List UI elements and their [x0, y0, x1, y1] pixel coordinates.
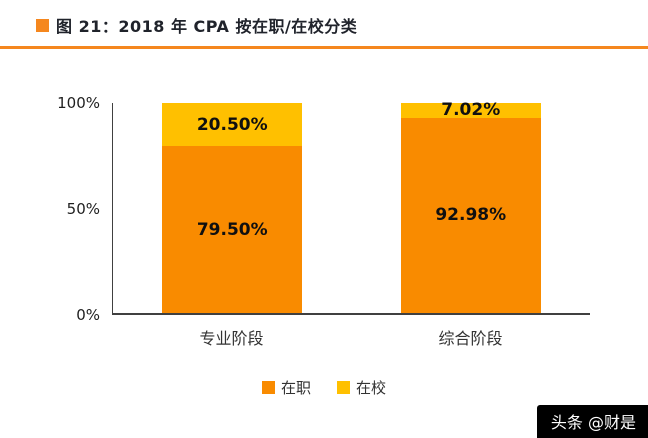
legend-label: 在校 [356, 379, 387, 397]
data-label: 7.02% [441, 100, 501, 121]
bar-segment-在校: 7.02% [400, 100, 541, 121]
title-bullet-icon [36, 18, 49, 32]
legend-swatch [261, 381, 275, 394]
bar-segment-在职: 79.50% [162, 146, 303, 313]
plot-area: 20.50% 79.50% 7.02% 92.98% [112, 100, 590, 315]
watermark-text: 头条 @财是 [550, 413, 636, 432]
data-label: 79.50% [196, 219, 268, 240]
category-label: 专业阶段 [199, 329, 264, 348]
y-tick-label: 50% [66, 200, 100, 218]
bar-segment-在职: 92.98% [400, 117, 541, 313]
figure-title: 图 21：2018 年 CPA 按在职/在校分类 [56, 17, 358, 36]
legend-label: 在职 [280, 379, 311, 397]
legend-item-在校: 在校 [337, 377, 386, 398]
data-label: 20.50% [196, 114, 268, 135]
legend-item-在职: 在职 [261, 377, 311, 398]
legend-swatch [337, 381, 350, 394]
y-axis: 100% 50% 0% [38, 94, 112, 324]
title-divider [0, 46, 648, 49]
watermark: 头条 @财是 [536, 405, 648, 438]
stacked-bar-chart: 100% 50% 0% 20.50% 79.50% 7.02% 92.98% [38, 94, 590, 324]
y-tick-label: 100% [57, 94, 100, 112]
category-label: 综合阶段 [438, 329, 503, 348]
data-label: 92.98% [435, 205, 507, 226]
bar-1: 20.50% 79.50% [162, 103, 303, 313]
y-tick-label: 0% [76, 306, 100, 324]
bar-segment-在校: 20.50% [162, 103, 303, 147]
x-axis-labels: 专业阶段 综合阶段 [112, 325, 590, 349]
chart-legend: 在职 在校 [0, 377, 648, 398]
figure-header: 图 21：2018 年 CPA 按在职/在校分类 [0, 0, 648, 37]
bar-2: 7.02% 92.98% [400, 100, 541, 313]
